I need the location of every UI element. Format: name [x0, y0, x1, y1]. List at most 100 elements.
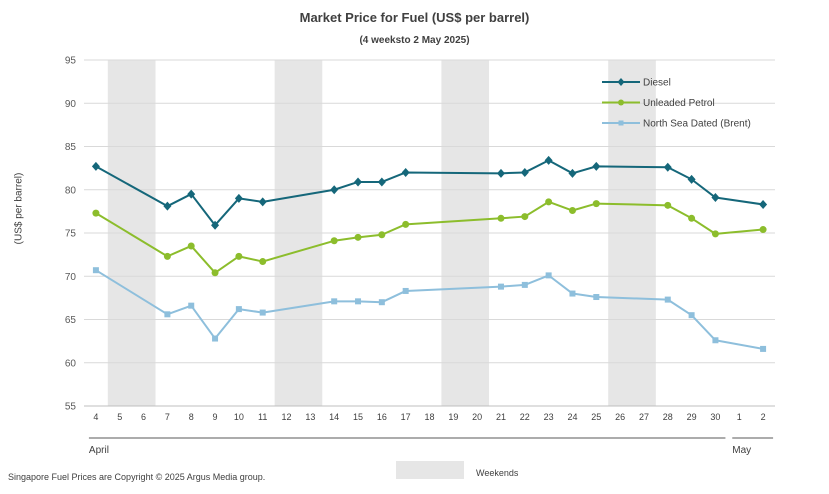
month-label: May [732, 445, 751, 456]
x-tick-label: 8 [189, 412, 194, 422]
series-line [95, 269, 764, 350]
data-point [377, 177, 386, 187]
x-tick-label: 26 [615, 412, 625, 422]
data-point [759, 199, 768, 209]
data-point [402, 220, 410, 228]
data-point [711, 193, 720, 203]
weekend-legend-swatch [396, 461, 464, 479]
series-line [95, 200, 764, 274]
x-tick-label: 29 [687, 412, 697, 422]
y-tick-label: 55 [65, 402, 77, 413]
x-tick-label: 23 [544, 412, 554, 422]
data-point [520, 167, 529, 177]
data-point [664, 201, 672, 209]
data-point [187, 242, 195, 250]
data-point [92, 209, 100, 217]
data-point [545, 272, 552, 279]
data-point [664, 296, 671, 303]
data-point [258, 197, 267, 207]
data-point [568, 168, 577, 178]
y-tick-label: 80 [65, 185, 77, 196]
data-point [163, 201, 172, 211]
y-tick-label: 95 [65, 56, 77, 67]
legend-label: North Sea Dated (Brent) [643, 119, 751, 130]
data-point [187, 189, 196, 199]
data-point [521, 281, 528, 288]
data-point [568, 207, 576, 215]
data-point [759, 226, 767, 234]
x-tick-label: 22 [520, 412, 530, 422]
data-point [234, 193, 243, 203]
x-tick-label: 17 [401, 412, 411, 422]
data-point [330, 185, 339, 195]
x-tick-label: 20 [472, 412, 482, 422]
data-point [760, 345, 767, 352]
copyright-footer: Singapore Fuel Prices are Copyright © 20… [8, 472, 266, 482]
data-point [211, 269, 219, 277]
data-point [712, 337, 719, 344]
x-tick-label: 11 [258, 412, 267, 422]
y-tick-label: 85 [65, 142, 77, 153]
y-tick-label: 60 [65, 358, 77, 369]
data-point [687, 174, 696, 184]
x-tick-label: 14 [329, 412, 339, 422]
x-tick-label: 2 [761, 412, 766, 422]
data-point [331, 298, 338, 305]
series-line [95, 159, 764, 227]
data-point [378, 299, 385, 306]
data-point [330, 237, 338, 245]
x-tick-label: 1 [737, 412, 742, 422]
legend-marker [618, 120, 624, 126]
data-point [497, 214, 505, 222]
chart-title: Market Price for Fuel (US$ per barrel) [299, 10, 530, 25]
data-point [545, 198, 553, 206]
data-point [544, 155, 553, 165]
data-point [163, 252, 171, 260]
data-point [235, 252, 243, 260]
x-tick-label: 21 [496, 412, 506, 422]
x-tick-label: 25 [591, 412, 601, 422]
x-tick-label: 24 [567, 412, 577, 422]
data-point [496, 168, 505, 178]
x-tick-label: 15 [353, 412, 363, 422]
data-point [235, 306, 242, 313]
x-tick-label: 30 [710, 412, 720, 422]
x-tick-label: 9 [213, 412, 218, 422]
data-point [355, 298, 362, 305]
data-point [401, 167, 410, 177]
data-point [688, 312, 695, 319]
y-tick-label: 65 [65, 315, 77, 326]
data-point [212, 335, 219, 342]
data-point [354, 177, 363, 187]
y-tick-label: 70 [65, 272, 77, 283]
legend-marker [617, 78, 625, 86]
chart-subtitle: (4 weeksto 2 May 2025) [359, 35, 470, 46]
data-point [164, 311, 171, 318]
x-tick-label: 18 [424, 412, 434, 422]
x-tick-label: 28 [663, 412, 673, 422]
weekend-legend-label: Weekends [476, 468, 519, 478]
x-tick-label: 12 [282, 412, 292, 422]
x-tick-label: 10 [234, 412, 244, 422]
data-point [569, 290, 576, 297]
data-point [91, 161, 100, 171]
data-point [92, 267, 99, 274]
data-point [497, 283, 504, 290]
x-tick-label: 5 [117, 412, 122, 422]
data-point [592, 200, 600, 208]
legend-label: Diesel [643, 78, 671, 89]
legend-marker [618, 99, 624, 106]
x-tick-label: 19 [448, 412, 458, 422]
data-point [378, 231, 386, 239]
y-tick-label: 75 [65, 229, 77, 240]
x-tick-label: 6 [141, 412, 146, 422]
data-point [354, 233, 362, 241]
y-tick-label: 90 [65, 99, 77, 110]
x-tick-label: 13 [305, 412, 315, 422]
data-point [663, 162, 672, 172]
data-point [592, 161, 601, 171]
x-tick-label: 27 [639, 412, 649, 422]
legend-label: Unleaded Petrol [643, 98, 715, 109]
x-tick-label: 16 [377, 412, 387, 422]
